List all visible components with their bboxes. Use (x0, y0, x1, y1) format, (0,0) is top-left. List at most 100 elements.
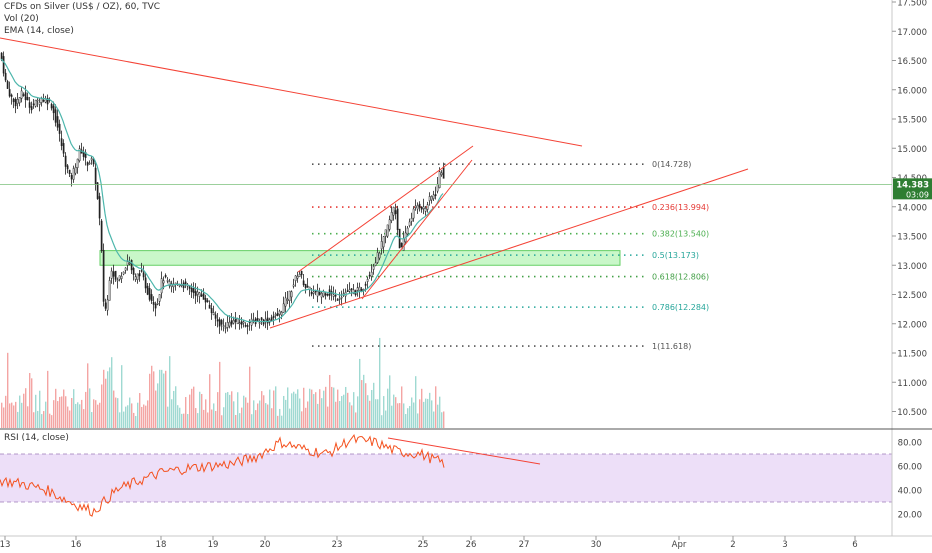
volume-bar (225, 392, 227, 428)
candle-body (104, 302, 107, 309)
rsi-tick-label: 40.00 (898, 487, 922, 497)
volume-bar (135, 415, 137, 428)
volume-bar (429, 392, 431, 428)
candle-body (340, 296, 343, 299)
volume-bar (281, 415, 283, 428)
candle-body (210, 308, 213, 314)
candle-body (24, 92, 27, 101)
volume-bar (365, 383, 367, 428)
volume-bar (349, 402, 351, 428)
candle-body (124, 267, 127, 271)
volume-bar (335, 401, 337, 428)
candle-body (228, 321, 231, 327)
candle-body (414, 205, 417, 208)
volume-bar (245, 397, 247, 428)
volume-bar (113, 390, 115, 428)
volume-bar (435, 386, 437, 428)
volume-bar (417, 413, 419, 428)
candle-body (244, 325, 247, 327)
candle-body (152, 302, 155, 305)
volume-bar (423, 401, 425, 428)
candle-body (94, 167, 97, 185)
candle-body (136, 273, 139, 280)
candle-body (214, 314, 217, 319)
candle-body (350, 288, 353, 290)
volume-bar (351, 405, 353, 428)
candle-body (300, 270, 303, 276)
volume-bar (69, 410, 71, 428)
candle-body (322, 291, 325, 297)
volume-bar (321, 398, 323, 428)
fib-level-label: 0.618(12.806) (652, 273, 709, 282)
candle-body (100, 220, 103, 252)
volume-bar (175, 386, 177, 428)
volume-bar (89, 388, 91, 428)
volume-bar (85, 391, 87, 428)
candle-body (28, 102, 31, 108)
candle-body (430, 196, 433, 201)
candle-body (260, 317, 263, 321)
volume-bar (75, 403, 77, 428)
price-tick-label: 17.000 (897, 28, 927, 38)
volume-bar (397, 403, 399, 428)
volume-bar (169, 356, 171, 428)
price-tick-label: 11.000 (897, 379, 927, 389)
volume-bar (141, 406, 143, 428)
descending-trendline (0, 37, 583, 147)
volume-bar (379, 337, 381, 428)
candle-body (8, 89, 11, 97)
volume-bar (267, 404, 269, 428)
candle-body (36, 99, 39, 102)
volume-bar (415, 376, 417, 428)
candle-body (42, 99, 45, 102)
volume-bar (299, 398, 301, 428)
candle-body (120, 275, 123, 279)
volume-bar (325, 386, 327, 428)
ema-legend: EMA (14, close) (4, 26, 74, 36)
symbol-legend: CFDs on Silver (US$ / OZ), 60, TVC (4, 2, 161, 12)
volume-bar (99, 402, 101, 428)
volume-bar (177, 405, 179, 428)
volume-bar (419, 399, 421, 428)
volume-bar (105, 378, 107, 428)
candle-body (4, 72, 7, 81)
last-price-label: 14.383 (896, 180, 929, 190)
support-zone (99, 250, 621, 266)
channel-upper-line (297, 145, 474, 273)
candle-body (146, 285, 149, 295)
volume-bar (101, 384, 103, 428)
candle-body (384, 229, 387, 237)
volume-bar (443, 411, 445, 428)
volume-bar (81, 399, 83, 428)
candle-body (58, 123, 61, 134)
countdown-label: 03:09 (906, 190, 929, 199)
candle-body (82, 152, 85, 157)
volume-bar (155, 390, 157, 428)
candle-body (378, 252, 381, 259)
volume-bar (305, 407, 307, 428)
volume-bar (401, 386, 403, 428)
candle-body (358, 286, 361, 292)
time-tick-label: 2 (730, 540, 735, 550)
candle-body (304, 283, 307, 289)
candle-body (12, 98, 15, 103)
volume-bar (47, 370, 49, 428)
time-tick-label: 26 (466, 540, 477, 550)
volume-bar (293, 391, 295, 428)
candle-body (402, 238, 405, 251)
volume-bar (271, 408, 273, 428)
volume-bar (399, 403, 401, 428)
candle-body (432, 194, 435, 199)
volume-bar (211, 409, 213, 428)
candle-body (436, 183, 439, 192)
candle-body (34, 99, 37, 107)
candle-body (110, 270, 113, 279)
candle-body (412, 208, 415, 219)
candle-body (130, 259, 133, 271)
volume-bar (127, 405, 129, 428)
candle-body (410, 217, 413, 222)
candle-body (160, 278, 163, 294)
volume-bar (205, 399, 207, 428)
